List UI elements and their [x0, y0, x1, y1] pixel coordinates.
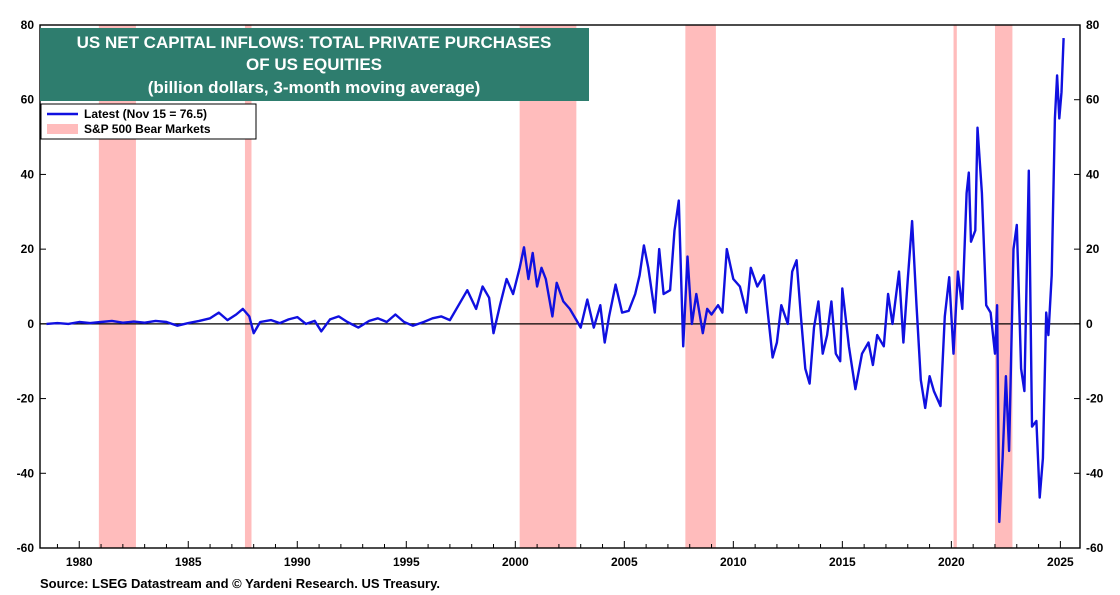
bear-market-band-4 [953, 25, 957, 548]
chart-title: US NET CAPITAL INFLOWS: TOTAL PRIVATE PU… [40, 28, 589, 101]
y-tick-label-left-6: 60 [21, 93, 35, 107]
y-tick-label-left-7: 80 [21, 18, 35, 32]
x-tick-label-9: 2025 [1047, 555, 1074, 569]
y-tick-label-right-5: 40 [1086, 167, 1100, 181]
title-box [40, 28, 589, 101]
y-tick-label-left-5: 40 [21, 167, 35, 181]
y-tick-label-left-1: -40 [17, 466, 35, 480]
y-axis-right: -60 -40 -20 0 20 40 60 80 [1074, 18, 1104, 555]
y-tick-label-right-3: 0 [1086, 317, 1093, 331]
title-line-3: (billion dollars, 3-month moving average… [148, 78, 481, 97]
x-tick-label-1: 1985 [175, 555, 202, 569]
y-tick-label-right-4: 20 [1086, 242, 1100, 256]
legend-swatch-band [47, 124, 78, 134]
y-tick-label-left-2: -20 [17, 392, 35, 406]
y-tick-label-right-6: 60 [1086, 93, 1100, 107]
plot-frame [39, 24, 1081, 549]
x-tick-label-3: 1995 [393, 555, 420, 569]
y-tick-label-left-3: 0 [27, 317, 34, 331]
x-tick-label-2: 1990 [284, 555, 311, 569]
y-tick-label-right-0: -60 [1086, 541, 1104, 555]
y-tick-label-right-7: 80 [1086, 18, 1100, 32]
source-note: Source: LSEG Datastream and © Yardeni Re… [40, 576, 440, 591]
bear-market-band-1 [244, 25, 252, 548]
x-axis: 1980 1985 1990 1995 2000 2005 2010 2015 2020 2025 [56, 541, 1074, 569]
legend-entry-latest: Latest (Nov 15 = 76.5) [84, 107, 207, 121]
y-tick-label-right-1: -40 [1086, 466, 1104, 480]
y-axis-left: -60 -40 -20 0 20 40 60 80 [17, 18, 46, 555]
title-line-1: US NET CAPITAL INFLOWS: TOTAL PRIVATE PU… [77, 33, 552, 52]
x-tick-label-4: 2000 [502, 555, 529, 569]
bear-market-band-0 [98, 25, 136, 548]
y-tick-label-left-4: 20 [21, 242, 35, 256]
series-line-private-purchases [46, 38, 1065, 524]
x-tick-label-7: 2015 [829, 555, 856, 569]
legend-entry-bear-markets: S&P 500 Bear Markets [84, 122, 211, 136]
x-tick-label-5: 2005 [611, 555, 638, 569]
y-tick-label-right-2: -20 [1086, 392, 1104, 406]
title-line-2: OF US EQUITIES [246, 55, 382, 74]
x-tick-label-6: 2010 [720, 555, 747, 569]
x-tick-label-8: 2020 [938, 555, 965, 569]
y-tick-label-left-0: -60 [17, 541, 35, 555]
legend: Latest (Nov 15 = 76.5) S&P 500 Bear Mark… [40, 103, 257, 140]
x-tick-label-0: 1980 [66, 555, 93, 569]
